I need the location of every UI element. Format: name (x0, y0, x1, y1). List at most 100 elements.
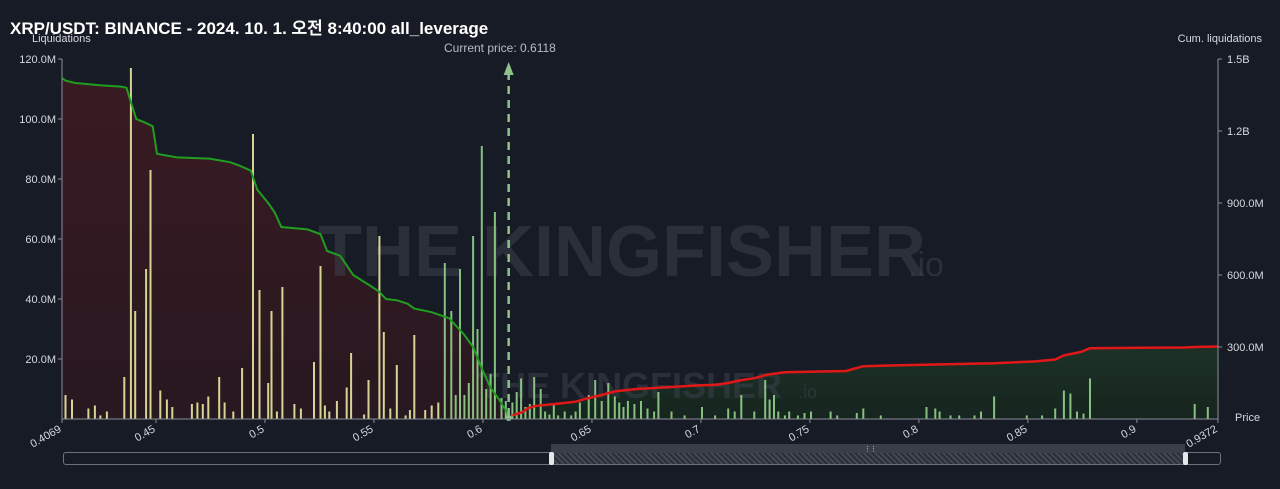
liquidation-bar (958, 415, 961, 419)
liquidation-bar (1206, 407, 1209, 419)
liquidation-bar (587, 395, 590, 419)
liquidation-bar (485, 389, 488, 419)
watermark-small-suffix: .io (798, 382, 817, 402)
liquidation-bar (533, 377, 536, 419)
liquidation-bar (600, 401, 603, 419)
liquidation-bar (190, 404, 193, 419)
liquidation-bar (459, 269, 461, 419)
liquidation-bar (764, 380, 767, 419)
liquidation-bar (450, 311, 453, 419)
liquidation-bar (270, 311, 273, 419)
liquidation-bar (626, 401, 629, 419)
range-handle-left[interactable] (549, 452, 554, 465)
x-tick-label: 0.45 (133, 423, 158, 444)
y2-axis-label: Cum. liquidations (1177, 33, 1262, 45)
liquidation-bar (653, 411, 656, 419)
liquidation-bar (925, 407, 928, 419)
liquidation-bar (973, 415, 976, 419)
liquidation-bar (232, 411, 235, 419)
liquidation-bar (803, 413, 806, 419)
liquidation-bar (1076, 411, 1078, 419)
liquidation-bar (727, 408, 730, 419)
liquidation-bar (105, 411, 108, 419)
liquidation-bar (557, 415, 560, 419)
range-handle-right[interactable] (1183, 452, 1188, 465)
liquidation-bar (223, 402, 226, 419)
liquidation-bar (701, 407, 703, 419)
range-overview-bar[interactable] (551, 444, 1185, 453)
liquidation-bar (218, 377, 221, 419)
x-tick-label: 0.8 (901, 423, 920, 441)
watermark-large: THE KINGFISHER (318, 212, 926, 292)
liquidation-bar (1193, 404, 1196, 419)
liquidation-bar (408, 410, 411, 419)
x-axis-label: Price (1235, 412, 1260, 424)
liquidation-bar (145, 269, 148, 419)
x-tick-label: 0.75 (787, 423, 812, 444)
liquidation-bar (437, 402, 440, 419)
liquidation-bar (714, 415, 717, 419)
y2-tick-label: 600.0M (1227, 270, 1264, 282)
x-tick-label: 0.55 (351, 423, 376, 444)
liquidation-bar (363, 414, 366, 419)
y2-tick-label: 1.2B (1227, 126, 1250, 138)
y-tick-label: 40.0M (25, 294, 56, 306)
liquidation-bar (480, 146, 483, 419)
y-axis-label: Liquidations (32, 33, 91, 45)
liquidation-bar (159, 390, 162, 419)
liquidation-bar (275, 411, 278, 419)
liquidation-bar (646, 408, 649, 419)
liquidation-bar (382, 332, 385, 419)
liquidation-bar (207, 396, 210, 419)
liquidation-bar (1041, 415, 1044, 419)
watermark-large-suffix: .io (908, 246, 944, 284)
watermark-small: THE KINGFISHER (478, 365, 782, 406)
x-tick-label: 0.9372 (1184, 423, 1219, 450)
liquidation-bar (367, 380, 370, 419)
x-tick-label: 0.7 (683, 423, 702, 441)
liquidation-bar (201, 404, 204, 419)
liquidation-bar (574, 411, 577, 419)
liquidation-bar (313, 362, 315, 419)
y-tick-label: 20.0M (25, 354, 56, 366)
liquidation-bar (267, 383, 270, 419)
y2-tick-label: 300.0M (1227, 342, 1264, 354)
liquidation-bar (281, 287, 284, 419)
liquidation-bar (810, 411, 812, 419)
liquidation-bar (443, 263, 446, 419)
y-tick-label: 80.0M (25, 174, 56, 186)
liquidation-bar (607, 383, 610, 419)
liquidation-bar (87, 408, 90, 419)
grip-icon[interactable]: ⋮⋮ (864, 446, 877, 453)
liquidation-bar (493, 212, 496, 419)
liquidation-bar (768, 399, 771, 419)
liquidation-bar (528, 404, 531, 419)
liquidation-bar (413, 335, 416, 419)
x-tick-label: 0.4069 (28, 423, 63, 450)
range-scrollbar[interactable]: ⋮⋮ (63, 444, 1221, 465)
current-price-arrow-icon (503, 62, 514, 75)
liquidation-bar (773, 395, 775, 419)
liquidation-bar (993, 396, 996, 419)
liquidation-bar (733, 411, 736, 419)
liquidation-bar (657, 392, 660, 419)
current-price-label: Current price: 0.6118 (444, 41, 556, 55)
liquidation-bar (389, 408, 392, 419)
liquidation-bar (1054, 408, 1057, 419)
liquidation-bar (1082, 413, 1085, 419)
long-liquidation-area (512, 346, 1218, 419)
liquidation-bar (879, 415, 882, 419)
range-selection[interactable] (551, 453, 1185, 464)
liquidation-bar (252, 134, 254, 419)
liquidation-bar (171, 407, 174, 419)
liquidation-bar (788, 411, 791, 419)
liquidation-bar (683, 415, 686, 419)
liquidation-bar (633, 404, 636, 419)
x-tick-label: 0.85 (1005, 423, 1030, 444)
liquidation-bar (578, 402, 581, 419)
x-tick-label: 0.65 (569, 423, 594, 444)
liquidation-bar (1069, 393, 1072, 419)
liquidation-bar (934, 408, 937, 419)
liquidation-bar (1089, 378, 1091, 419)
